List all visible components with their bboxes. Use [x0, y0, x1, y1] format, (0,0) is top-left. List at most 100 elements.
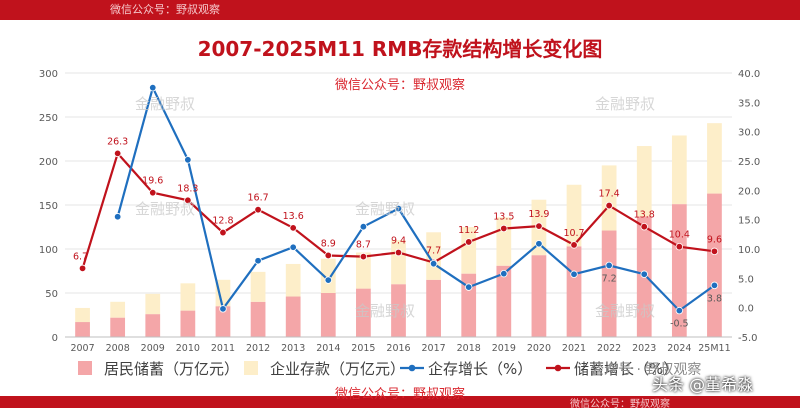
- bar-household: [110, 317, 126, 337]
- bar-corporate: [636, 146, 652, 217]
- point-corp-growth: [254, 257, 262, 265]
- bar-household: [707, 193, 722, 337]
- x-tick-label: 2014: [316, 343, 340, 354]
- bar-corporate: [566, 184, 582, 247]
- point-corp-growth: [710, 281, 719, 290]
- data-label-savings-growth: 26.3: [107, 136, 128, 147]
- data-label-savings-growth: 10.7: [563, 228, 584, 239]
- bar-household: [285, 296, 301, 337]
- point-savings-growth: [254, 205, 262, 214]
- y-left-tick-label: 150: [39, 201, 58, 212]
- bar-corporate: [285, 263, 301, 297]
- data-label-layer: 6.7 26.3 19.6 18.3 12.8 16.7 13.6 8.9 8.7 9.4 7.7 1…: [73, 136, 722, 329]
- bar-corporate: [250, 271, 266, 302]
- x-tick-label: 2009: [141, 343, 165, 354]
- legend-swatch: [244, 361, 258, 375]
- x-tick-label: 2011: [211, 343, 235, 354]
- x-tick-label: 2013: [281, 343, 305, 354]
- watermark-brand-2: 金融野叔: [595, 95, 656, 113]
- x-tick-label: 2010: [176, 343, 200, 354]
- point-savings-growth: [640, 223, 648, 231]
- point-corp-growth: [500, 269, 508, 278]
- point-savings-growth: [465, 238, 473, 246]
- point-corp-growth: [324, 276, 332, 284]
- data-label-savings-growth: 13.5: [493, 211, 514, 222]
- x-tick-label: 2020: [527, 343, 551, 354]
- point-corp-growth: [605, 261, 613, 270]
- point-savings-growth: [324, 251, 332, 260]
- point-corp-growth: [113, 213, 122, 221]
- y-right-tick-label: 10.0: [738, 245, 760, 256]
- x-tick-label: 2023: [632, 343, 656, 354]
- point-corp-growth: [640, 270, 648, 278]
- data-label-corp-growth: 3.8: [707, 293, 722, 304]
- footer-watermark: 微信公众号：野叔观察: [334, 387, 465, 402]
- x-tick-label: 2019: [492, 343, 516, 354]
- y-right-tick-label: 40.0: [738, 69, 760, 80]
- bar-household: [356, 288, 371, 337]
- data-label-savings-growth: 13.8: [634, 210, 655, 221]
- watermark-brand-4: 金融野叔: [355, 200, 416, 218]
- y-left-tick-label: 100: [39, 245, 58, 256]
- bar-household: [496, 265, 512, 337]
- point-savings-growth: [570, 241, 578, 249]
- bar-household: [250, 301, 266, 337]
- y-right-tick-label: 20.0: [738, 186, 760, 197]
- bar-corporate: [707, 123, 722, 194]
- bar-household: [215, 306, 231, 337]
- x-tick-label: 2022: [597, 343, 621, 354]
- bar-corporate: [356, 252, 371, 289]
- data-label-savings-growth: 11.2: [458, 225, 479, 236]
- axes-layer: 0 50 100 150 200 250 300 -5.0 0.0 5.0 10.0 15.0 20.0…: [39, 69, 760, 354]
- data-label-corp-growth: 7.2: [602, 273, 617, 284]
- bar-corporate: [426, 232, 441, 280]
- x-tick-label: 2016: [386, 343, 410, 354]
- bar-household: [601, 230, 617, 337]
- point-savings-growth: [149, 188, 157, 197]
- bar-corporate: [601, 165, 617, 231]
- point-corp-growth: [429, 259, 438, 268]
- point-savings-growth: [500, 224, 508, 233]
- bar-household: [145, 314, 161, 337]
- point-savings-growth: [710, 247, 719, 256]
- x-tick-label: 2017: [422, 343, 446, 354]
- line-layer: [78, 83, 719, 315]
- point-savings-growth: [184, 196, 192, 205]
- point-savings-growth: [289, 224, 297, 232]
- data-label-savings-growth: 16.7: [248, 193, 269, 204]
- point-corp-growth: [184, 156, 192, 164]
- bar-corporate: [180, 283, 196, 311]
- bar-household: [180, 310, 196, 337]
- bar-corporate: [391, 240, 406, 285]
- legend-watermark: 公众号 · 野叔观察: [590, 361, 701, 378]
- point-corp-growth: [289, 243, 297, 251]
- legend-label: 企业存款（万亿元）: [270, 360, 405, 378]
- top-bar: 微信公众号：野叔观察: [0, 0, 800, 20]
- x-tick-label: 2012: [246, 343, 270, 354]
- data-label-savings-growth: 17.4: [599, 189, 620, 200]
- x-tick-label: 2007: [70, 343, 94, 354]
- data-label-savings-growth: 13.6: [283, 211, 304, 222]
- bottom-watermark: 微信公众号：野叔观察: [570, 399, 670, 410]
- y-right-tick-label: 0.0: [738, 304, 754, 315]
- bar-household: [320, 293, 336, 337]
- legend-swatch: [78, 361, 92, 375]
- data-label-savings-growth: 6.7: [73, 251, 88, 262]
- bar-household: [671, 204, 687, 337]
- point-savings-growth: [605, 201, 613, 210]
- bar-corporate: [110, 301, 126, 318]
- y-right-tick-label: 30.0: [738, 128, 760, 139]
- data-label-savings-growth: 8.9: [321, 238, 336, 249]
- legend-swatch-marker: [554, 364, 562, 372]
- point-savings-growth: [113, 149, 122, 158]
- legend-swatch-marker: [408, 364, 416, 372]
- legend-label: 居民储蓄（万亿元）: [104, 360, 239, 378]
- chart-subtitle: 微信公众号：野叔观察: [334, 78, 465, 93]
- header-watermark: 微信公众号：野叔观察: [110, 3, 220, 16]
- credit-watermark: 头条 @董希淼: [652, 375, 754, 394]
- x-tick-label: 2018: [457, 343, 481, 354]
- x-tick-label: 25M11: [698, 343, 730, 354]
- point-savings-growth: [359, 252, 368, 261]
- bar-corporate: [671, 135, 687, 205]
